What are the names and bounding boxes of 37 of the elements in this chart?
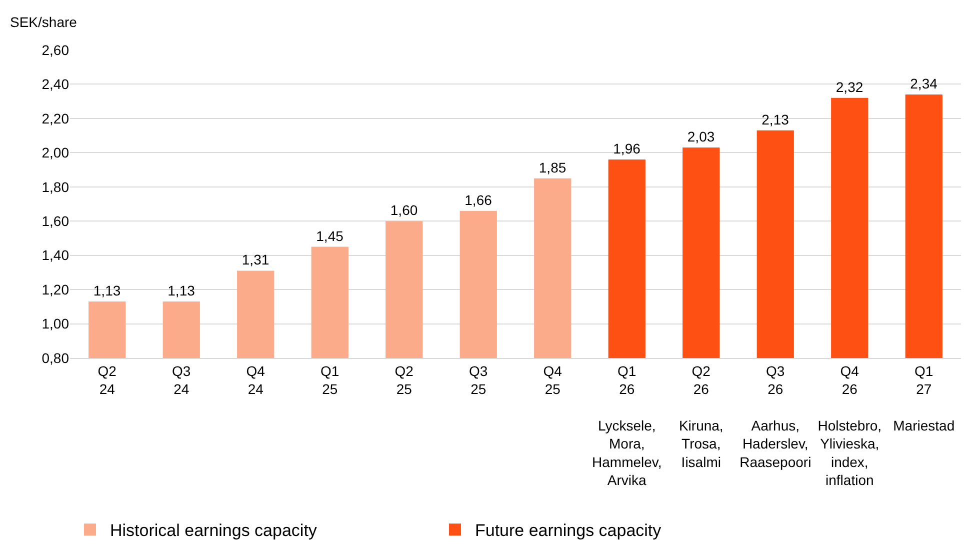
x-tick-label: Q2 24	[98, 362, 117, 397]
category-label: Q3 26 Aarhus, Haderslev, Raasepoori	[740, 362, 812, 470]
y-axis-title: SEK/share	[10, 14, 78, 30]
y-tick-label: 1,60	[42, 213, 70, 230]
x-tick-label: Q2 25	[394, 362, 414, 397]
data-label: 1,60	[390, 202, 418, 218]
y-tick-label: 1,80	[42, 178, 70, 195]
category-label: Q2 26 Kiruna, Trosa, Iisalmi	[678, 362, 724, 470]
legend-label: Historical earnings capacity	[110, 521, 318, 540]
data-label: 1,66	[464, 192, 492, 208]
data-label: 1,13	[168, 282, 196, 299]
legend-label: Future earnings capacity	[475, 521, 662, 540]
data-label: 1,85	[538, 159, 566, 176]
data-label: 1,45	[316, 228, 344, 244]
y-tick-label: 0,80	[42, 350, 70, 366]
data-label: 1,31	[242, 252, 270, 268]
x-tick-label: Q3 24	[172, 362, 191, 397]
data-label: 2,34	[910, 75, 938, 92]
y-tick-label: 2,60	[42, 42, 70, 58]
data-label: 1,13	[93, 282, 121, 299]
y-tick-label: 1,20	[42, 281, 70, 298]
y-tick-label: 2,40	[42, 76, 70, 92]
data-label: 1,96	[613, 140, 641, 157]
category-label: Q4 26 Holstebro, Ylivieska, index, inflation	[818, 362, 882, 488]
x-tick-label: Q4 24	[246, 362, 266, 397]
y-tick-label: 1,40	[42, 247, 70, 264]
category-label: Q1 26 Lycksele, Mora, Hammelev, Arvika	[592, 362, 662, 488]
y-tick-label: 2,20	[42, 110, 70, 126]
data-label: 2,03	[687, 128, 715, 145]
x-tick-label: Q1 25	[320, 362, 340, 397]
x-tick-label: Q4 25	[543, 362, 562, 397]
y-tick-label: 1,00	[42, 316, 70, 332]
data-label: 2,32	[836, 78, 864, 95]
category-label: Q1 27 Mariestad	[893, 362, 955, 434]
x-tick-label: Q3 25	[469, 362, 488, 397]
data-label: 2,13	[762, 111, 790, 128]
y-tick-label: 2,00	[42, 144, 70, 161]
